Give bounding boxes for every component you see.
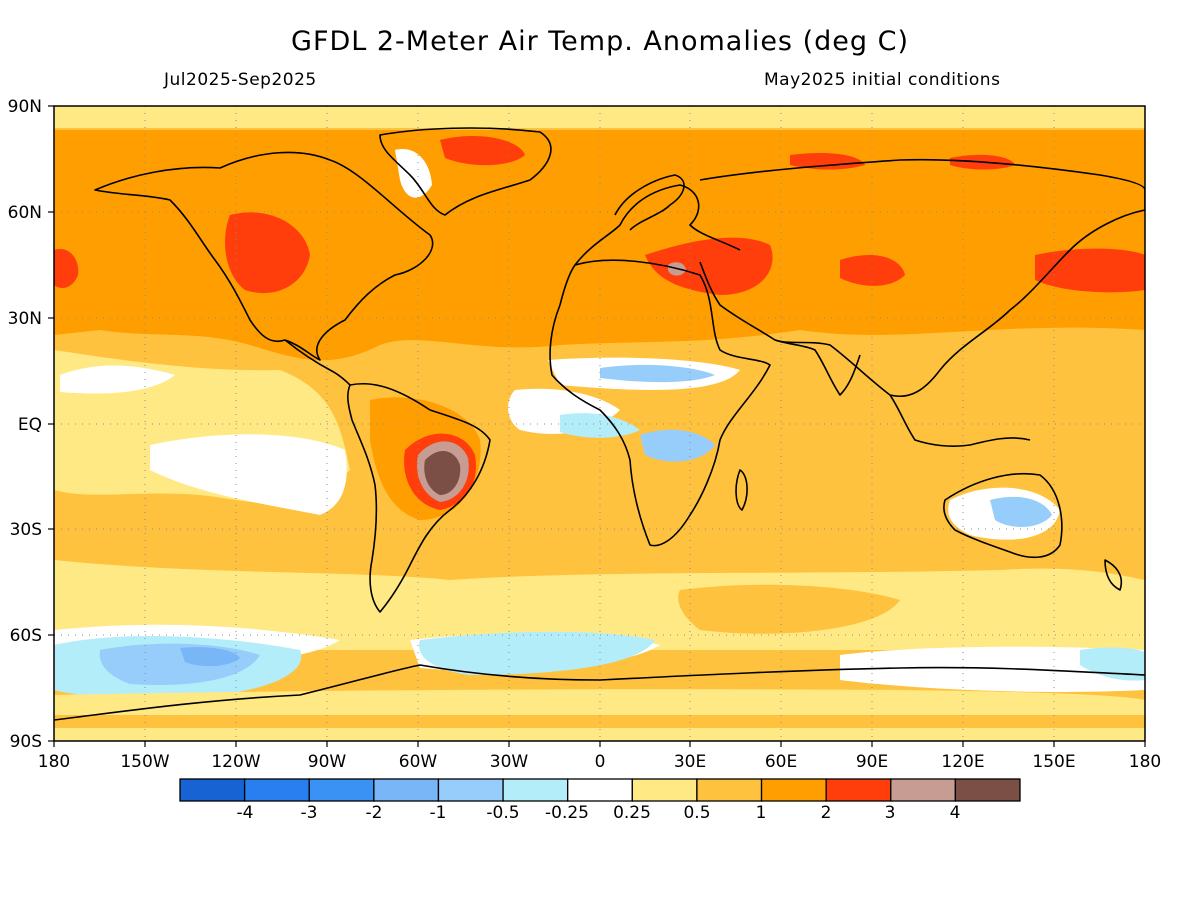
colorbar-swatch <box>696 778 763 802</box>
colorbar-swatch <box>437 778 504 802</box>
colorbar-swatches <box>179 778 1021 802</box>
map-title: GFDL 2-Meter Air Temp. Anomalies (deg C) <box>291 26 909 57</box>
new-zealand-coast <box>1104 559 1123 591</box>
lon-label: 0 <box>595 752 606 772</box>
lat-label: 60S <box>10 626 42 646</box>
colorbar-label: -1 <box>430 803 447 823</box>
colorbar-label: 0.5 <box>683 803 710 823</box>
colorbar-label: 3 <box>885 803 896 823</box>
colorbar-swatch <box>760 778 827 802</box>
colorbar-label: 0.25 <box>613 803 651 823</box>
lat-label: 90S <box>10 732 42 752</box>
atlantic-cool <box>560 413 640 438</box>
australia-cool <box>990 496 1052 527</box>
east-africa-cool <box>640 429 715 462</box>
pacific-neutral-1 <box>150 434 347 515</box>
lon-label: 120E <box>941 752 984 772</box>
greenland-coast <box>379 127 552 216</box>
pacific-neutral-2 <box>60 365 175 394</box>
lat-label: 60N <box>8 203 42 223</box>
colorbar-swatch <box>890 778 957 802</box>
lon-label: 150E <box>1032 752 1075 772</box>
lon-label: 90W <box>308 752 347 772</box>
north-america-hot <box>225 212 310 294</box>
forecast-period: Jul2025-Sep2025 <box>164 70 317 90</box>
south-america-coast <box>347 382 491 613</box>
africa-coast <box>549 259 771 547</box>
lon-label: 180 <box>1129 752 1161 772</box>
colorbar-label: -3 <box>301 803 318 823</box>
colorbar-swatch <box>373 778 440 802</box>
europe-coast <box>574 184 741 266</box>
colorbar-swatch <box>308 778 375 802</box>
greenland-cool <box>395 149 432 198</box>
colorbar-label: -4 <box>237 803 254 823</box>
india-coast <box>774 339 861 396</box>
colorbar-swatch <box>567 778 633 802</box>
lat-label: 30N <box>8 309 42 329</box>
sahel-cooler <box>600 364 715 383</box>
greenland-hot <box>440 135 525 166</box>
latitude-labels: 90N 60N 30N EQ 30S 60S 90S <box>8 97 42 752</box>
colorbar-swatch <box>631 778 698 802</box>
eurasia-hot <box>645 237 773 295</box>
longitude-labels: 180 150W 120W 90W 60W 30W 0 30E 60E 90E … <box>38 752 1161 772</box>
siberia-hot <box>790 153 865 170</box>
lon-label: 60E <box>765 752 797 772</box>
weddell-sea-cool <box>419 631 655 675</box>
colorbar-label: -0.5 <box>486 803 519 823</box>
lon-label: 30E <box>674 752 706 772</box>
colorbar-swatch <box>179 778 246 802</box>
graticule <box>54 106 1145 741</box>
lon-label: 180 <box>38 752 70 772</box>
lon-label: 90E <box>856 752 888 772</box>
lon-label: 120W <box>211 752 260 772</box>
south-pole-band <box>54 728 1145 741</box>
north-america-coast <box>94 151 434 361</box>
lat-label: EQ <box>18 415 42 435</box>
scandinavia-coast <box>614 174 685 231</box>
australia-coast <box>943 472 1063 559</box>
colorbar-label: 4 <box>950 803 961 823</box>
colorbar-label: -0.25 <box>545 803 589 823</box>
colorbar: -4 -3 -2 -1 -0.5 -0.25 0.25 0.5 1 2 3 4 <box>179 778 1021 823</box>
southeast-asia-coast <box>889 394 1031 447</box>
lon-label: 30W <box>490 752 529 772</box>
coastlines <box>54 127 1145 721</box>
lat-label: 30S <box>10 520 42 540</box>
central-america-coast <box>284 339 351 386</box>
axis-ticks <box>48 105 1146 747</box>
lon-label: 150W <box>120 752 169 772</box>
colorbar-swatch <box>825 778 892 802</box>
central-asia-hot <box>840 255 905 286</box>
southern-ocean-orange <box>678 584 900 634</box>
initial-conditions: May2025 initial conditions <box>764 70 1001 90</box>
lat-label: 90N <box>8 97 42 117</box>
colorbar-label: 1 <box>756 803 767 823</box>
madagascar-coast <box>735 469 748 511</box>
southern-ocean-neutral-3 <box>840 646 1145 692</box>
colorbar-swatch <box>502 778 569 802</box>
colorbar-swatch <box>243 778 310 802</box>
antarctica-coast <box>54 664 1145 721</box>
colorbar-labels: -4 -3 -2 -1 -0.5 -0.25 0.25 0.5 1 2 3 4 <box>237 803 961 823</box>
colorbar-label: -2 <box>366 803 383 823</box>
colorbar-swatch <box>954 778 1021 802</box>
brazil-extreme <box>424 450 461 495</box>
ross-sea-coolest <box>180 647 240 667</box>
west-pacific-hot <box>54 249 79 288</box>
antarctica-coast-band <box>54 689 1145 715</box>
arctic-band <box>54 106 1145 128</box>
lon-label: 60W <box>399 752 438 772</box>
east-asia-hot <box>1035 248 1145 293</box>
colorbar-label: 2 <box>821 803 832 823</box>
